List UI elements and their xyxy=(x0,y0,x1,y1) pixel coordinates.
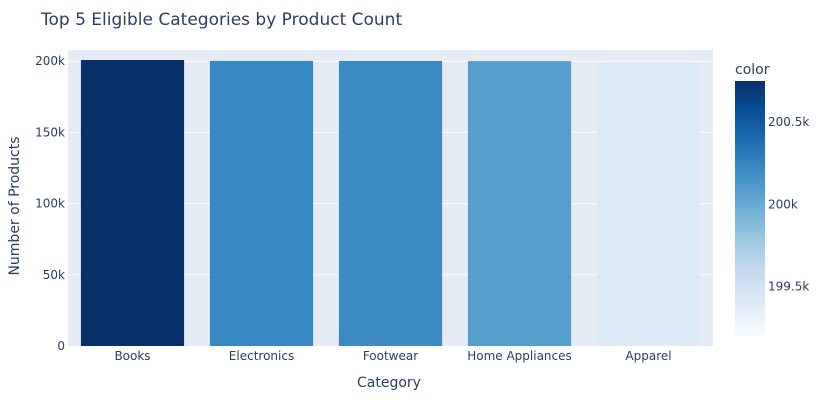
y-tick-label: 100k xyxy=(35,197,65,211)
chart-title: Top 5 Eligible Categories by Product Cou… xyxy=(40,10,402,30)
x-tick-label: Electronics xyxy=(229,349,294,363)
x-axis-ticks: Books Electronics Footwear Home Appliances A… xyxy=(114,349,671,363)
y-tick-label: 200k xyxy=(35,54,65,68)
y-axis-title: Number of Products xyxy=(7,136,23,275)
y-tick-label: 50k xyxy=(43,268,65,282)
colorbar-ticks: 199.5k 200k 200.5k xyxy=(768,115,809,294)
x-tick-label: Home Appliances xyxy=(467,349,572,363)
x-tick-label: Footwear xyxy=(363,349,418,363)
bars xyxy=(80,60,701,347)
colorbar-tick-label: 200.5k xyxy=(768,115,809,129)
colorbar-tick-label: 199.5k xyxy=(768,280,809,294)
x-tick-label: Apparel xyxy=(625,349,671,363)
colorbar-tick-label: 200k xyxy=(768,197,798,211)
colorbar-title: color xyxy=(735,62,770,78)
bar xyxy=(209,60,314,347)
bar xyxy=(596,62,701,346)
y-axis-ticks: 0 50k 100k 150k 200k xyxy=(35,54,65,353)
bar xyxy=(467,61,572,347)
colorbar: color 199.5k 200k 200.5k xyxy=(735,62,809,336)
y-tick-label: 0 xyxy=(57,339,65,353)
bar xyxy=(80,60,185,346)
colorbar-gradient xyxy=(735,81,765,336)
x-tick-label: Books xyxy=(114,349,150,363)
x-axis-title: Category xyxy=(357,375,421,391)
bar xyxy=(338,60,443,347)
y-tick-label: 150k xyxy=(35,125,65,139)
